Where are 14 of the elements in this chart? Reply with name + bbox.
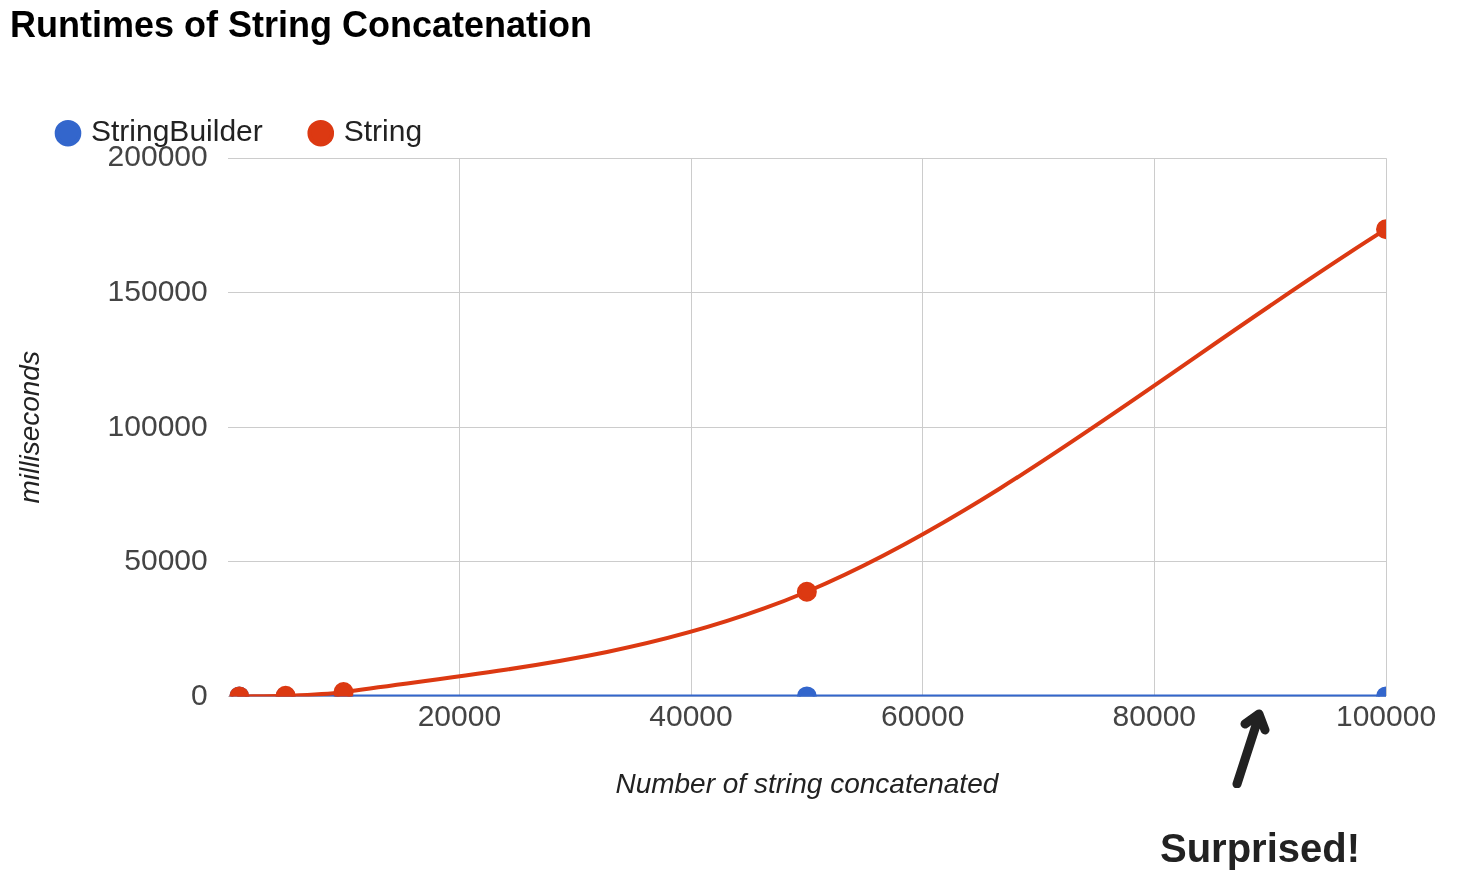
x-tick-label: 60000: [880, 698, 965, 732]
x-tick-label: 40000: [649, 698, 733, 732]
y-tick-label: 150000: [107, 274, 208, 308]
legend-label: String: [343, 114, 423, 148]
chart-title: Runtimes of String Concatenation: [10, 3, 593, 45]
y-tick-label: 0: [191, 677, 208, 711]
x-tick-label: 100000: [1335, 698, 1437, 732]
y-tick-label: 50000: [124, 543, 208, 577]
x-tick-label: 80000: [1112, 698, 1197, 732]
y-axis-title: milliseconds: [13, 351, 45, 504]
y-tick-label: 100000: [107, 408, 208, 442]
x-tick-label: 20000: [417, 698, 502, 732]
text: Surprised!: [1159, 826, 1361, 870]
x-axis-title: Number of string concatenated: [615, 768, 1000, 799]
